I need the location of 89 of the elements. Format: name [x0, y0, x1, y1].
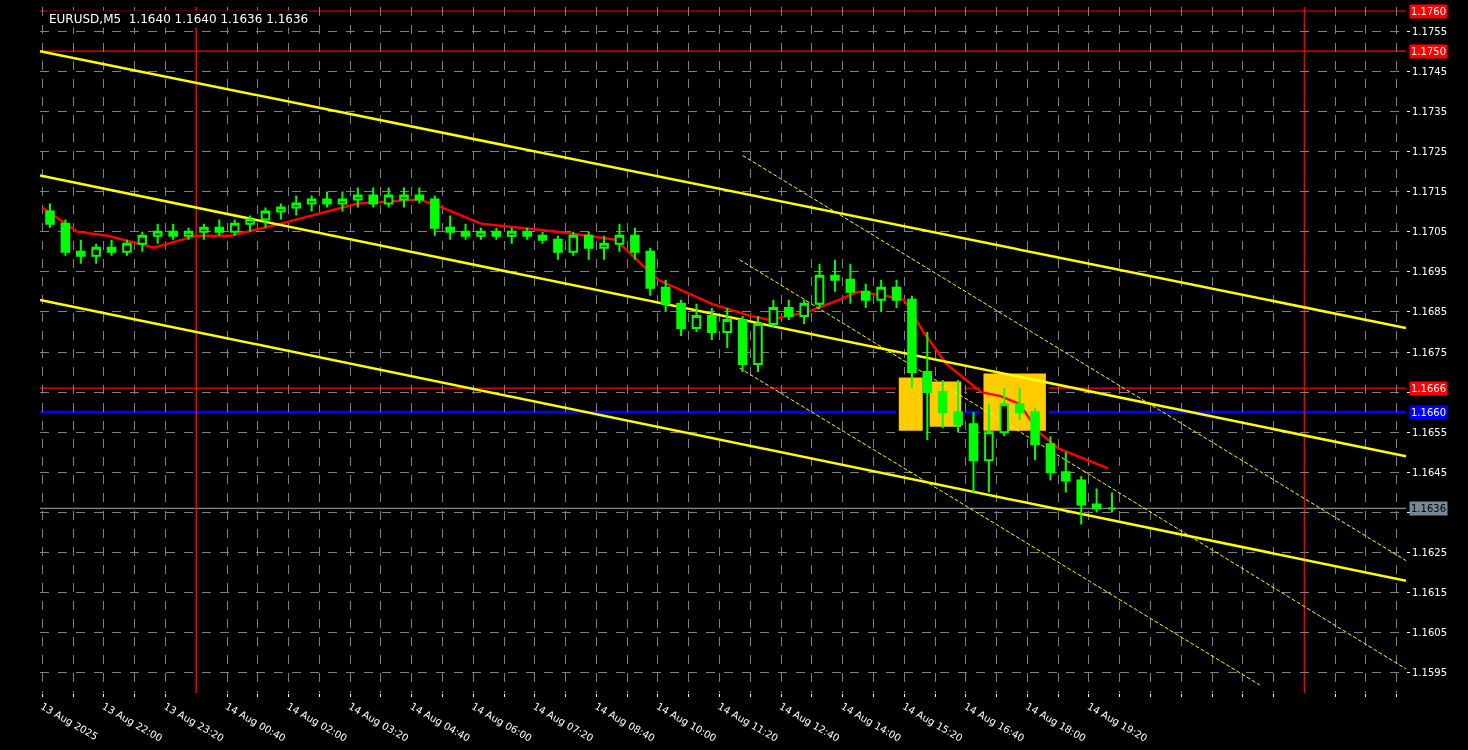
ref-line-label: 1.1636	[1411, 503, 1446, 514]
candlestick	[60, 218, 71, 257]
candlestick	[1107, 491, 1117, 514]
ref-line-label: 1.1760	[1411, 6, 1446, 17]
candlestick	[907, 294, 917, 390]
y-tick-label: 1.1755	[1412, 25, 1447, 37]
text: EURUSD,M5 1.1640 1.1640 1.1636 1.1636	[49, 12, 309, 26]
y-tick-label: 1.1695	[1412, 266, 1447, 278]
candlestick	[445, 214, 455, 241]
candlestick	[922, 330, 933, 442]
candlestick	[291, 194, 302, 217]
candlestick	[860, 282, 871, 309]
ref-line-label: 1.1750	[1411, 46, 1446, 57]
candlestick	[1061, 451, 1071, 494]
candlestick	[199, 222, 209, 241]
y-tick-label: 1.1605	[1412, 627, 1447, 639]
candlestick	[722, 306, 732, 349]
candlestick	[399, 186, 409, 209]
candlestick	[1030, 407, 1040, 462]
candlestick	[506, 226, 517, 245]
candlestick	[76, 238, 86, 265]
candlestick	[1014, 387, 1025, 422]
candlestick	[1091, 487, 1102, 514]
candlestick	[968, 411, 979, 494]
candlestick	[845, 262, 856, 305]
candlestick	[414, 186, 425, 205]
y-tick-label: 1.1615	[1412, 587, 1447, 599]
candlestick	[599, 234, 609, 261]
candlestick	[768, 298, 779, 329]
y-tick-label: 1.1595	[1412, 667, 1447, 679]
candlestick	[460, 222, 471, 241]
candlestick	[953, 379, 963, 434]
candlestick	[553, 234, 563, 261]
candlestick	[137, 230, 148, 253]
candlestick	[753, 314, 763, 374]
candlestick	[368, 186, 378, 209]
candlestick	[168, 222, 178, 241]
candlestick	[630, 226, 640, 261]
candlestick	[537, 230, 548, 245]
ref-line-label: 1.1660	[1411, 407, 1446, 418]
candlestick	[784, 298, 794, 321]
y-tick-label: 1.1675	[1412, 346, 1447, 358]
candlestick	[676, 298, 686, 337]
candlestick	[260, 206, 271, 229]
candlestick	[183, 226, 194, 241]
y-tick-label: 1.1625	[1412, 547, 1447, 559]
candlestick	[106, 238, 117, 257]
candlestick	[1045, 435, 1056, 482]
candlestick	[383, 186, 394, 209]
candlestick	[306, 194, 317, 213]
candlestick	[276, 202, 286, 221]
candlestick	[430, 194, 440, 237]
candlestick	[583, 230, 594, 261]
y-tick-label: 1.1725	[1412, 145, 1447, 157]
candlestick	[830, 258, 840, 293]
candlestick	[229, 218, 240, 237]
candlestick	[568, 230, 579, 257]
y-tick-label: 1.1685	[1412, 306, 1447, 318]
candlestick	[322, 190, 332, 209]
candlestick	[45, 202, 55, 229]
candlestick	[937, 379, 948, 430]
y-tick-label: 1.1735	[1412, 105, 1447, 117]
candlestick	[337, 190, 348, 213]
candlestick	[122, 238, 132, 257]
candlestick	[691, 302, 702, 333]
candlestick	[152, 222, 163, 245]
ref-line-label: 1.1666	[1411, 383, 1446, 394]
candlestick	[876, 278, 886, 313]
candlestick	[814, 262, 825, 309]
candlestick	[645, 246, 656, 297]
candlestick	[214, 218, 225, 237]
candlestick	[245, 214, 255, 233]
candlestick	[353, 186, 363, 209]
candlestick	[660, 278, 671, 313]
y-tick-label: 1.1715	[1412, 186, 1447, 198]
candlestick	[614, 222, 625, 253]
y-tick-label: 1.1745	[1412, 65, 1447, 77]
candlestick	[91, 242, 101, 265]
candlestick	[891, 278, 902, 309]
candlestick	[491, 226, 502, 241]
candlestick	[476, 226, 486, 241]
candlestick	[799, 298, 809, 325]
y-tick-label: 1.1655	[1412, 426, 1447, 438]
candlestick	[737, 314, 748, 374]
y-tick-label: 1.1645	[1412, 466, 1447, 478]
candlestick	[522, 226, 532, 241]
candlestick	[707, 306, 717, 341]
candlestick	[1076, 475, 1087, 526]
y-tick-label: 1.1705	[1412, 226, 1447, 238]
